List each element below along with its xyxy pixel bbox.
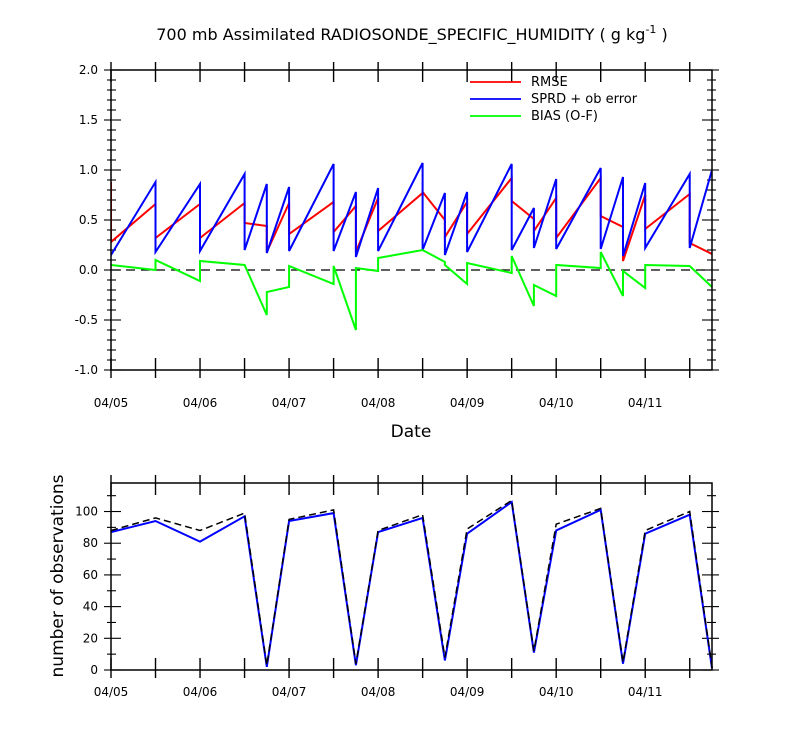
x-tick-label: 04/06 bbox=[183, 685, 218, 699]
top-y-tick-labels: -1.0 -0.5 0.0 0.5 1.0 1.5 2.0 bbox=[75, 63, 98, 377]
title-superscript: -1 bbox=[645, 23, 656, 36]
obs-count-line-dashed bbox=[110, 499, 713, 667]
title-text: 700 mb Assimilated RADIOSONDE_SPECIFIC_H… bbox=[156, 25, 645, 45]
legend-label-sprd: SPRD + ob error bbox=[531, 92, 638, 107]
x-tick-label: 04/07 bbox=[272, 685, 307, 699]
legend-label-rmse: RMSE bbox=[531, 75, 568, 90]
x-axis-title: Date bbox=[391, 422, 432, 442]
bottom-plot-frame bbox=[110, 482, 713, 671]
bottom-x-tick-labels: 04/05 04/06 04/07 04/08 04/09 04/10 04/11 bbox=[94, 685, 663, 699]
y-tick-label: 20 bbox=[83, 631, 98, 645]
x-tick-label: 04/06 bbox=[183, 396, 218, 410]
y-tick-label: 40 bbox=[83, 600, 98, 614]
bottom-series-layer bbox=[110, 499, 713, 669]
x-tick-label: 04/09 bbox=[450, 685, 485, 699]
x-tick-label: 04/09 bbox=[450, 396, 485, 410]
y-tick-label: -0.5 bbox=[75, 313, 98, 327]
x-tick-label: 04/05 bbox=[94, 396, 129, 410]
y-tick-label: 1.5 bbox=[79, 113, 98, 127]
series-line-bias-o-f bbox=[111, 248, 712, 331]
x-tick-label: 04/11 bbox=[628, 685, 663, 699]
x-tick-label: 04/11 bbox=[628, 396, 663, 410]
legend-label-bias: BIAS (O-F) bbox=[531, 109, 598, 124]
legend: RMSE SPRD + ob error BIAS (O-F) bbox=[470, 75, 638, 124]
top-axis-ticks bbox=[104, 62, 719, 378]
y-tick-label: 1.0 bbox=[79, 163, 98, 177]
y-tick-label: 2.0 bbox=[79, 63, 98, 77]
x-tick-label: 04/08 bbox=[361, 685, 396, 699]
y-tick-label: 0 bbox=[90, 663, 98, 677]
x-tick-label: 04/05 bbox=[94, 685, 129, 699]
y-tick-label: -1.0 bbox=[75, 363, 98, 377]
y-tick-label: 100 bbox=[75, 505, 98, 519]
y-tick-label: 0.5 bbox=[79, 213, 98, 227]
top-plot: -1.0-0.50.00.51.01.52.0 04/05 04/06 04/07 0… bbox=[75, 62, 719, 442]
y-tick-label: 0.0 bbox=[79, 263, 98, 277]
top-series-layer bbox=[111, 162, 712, 331]
y-tick-label: 60 bbox=[83, 568, 98, 582]
obs-count-line-solid bbox=[110, 500, 713, 669]
x-tick-label: 04/07 bbox=[272, 396, 307, 410]
top-plot-frame bbox=[110, 69, 713, 371]
title-suffix: ) bbox=[656, 25, 667, 44]
top-x-tick-labels: 04/05 04/06 04/07 04/08 04/09 04/10 04/11 bbox=[94, 396, 663, 410]
series-line-sprd-ob-error bbox=[111, 162, 712, 258]
x-tick-label: 04/10 bbox=[539, 685, 574, 699]
chart-title: 700 mb Assimilated RADIOSONDE_SPECIFIC_H… bbox=[156, 23, 667, 45]
x-tick-label: 04/10 bbox=[539, 396, 574, 410]
y-axis-title: number of observations bbox=[48, 474, 68, 677]
x-tick-label: 04/08 bbox=[361, 396, 396, 410]
y-tick-label: 80 bbox=[83, 536, 98, 550]
bottom-y-tick-labels: 0 20 40 60 80 100 bbox=[75, 505, 98, 677]
